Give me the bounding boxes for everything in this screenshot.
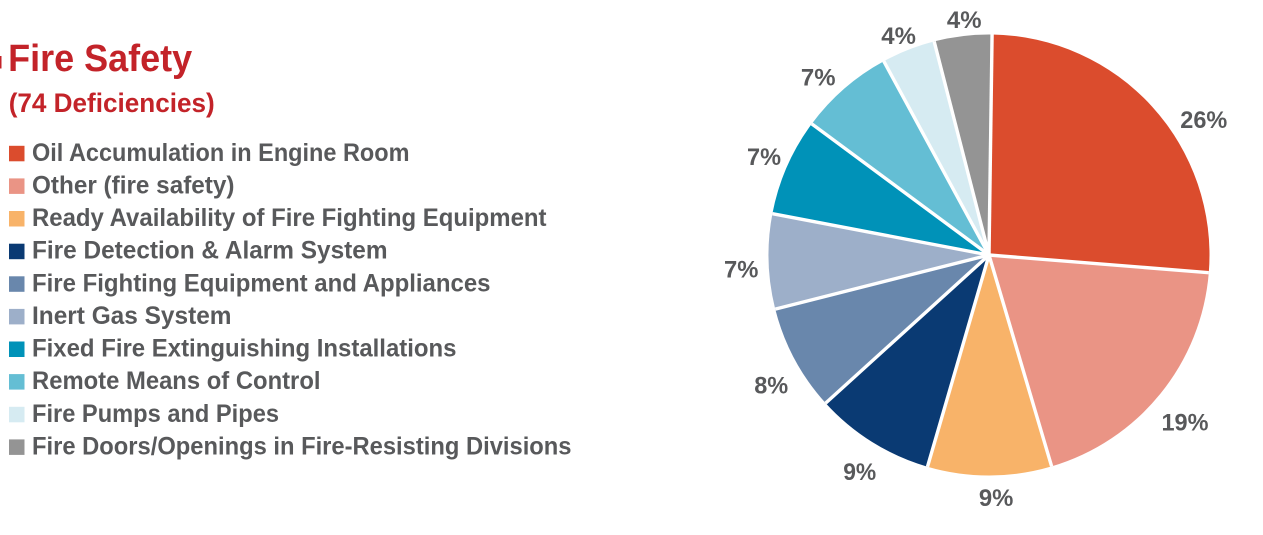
svg-text:(74 Deficiencies): (74 Deficiencies) xyxy=(9,88,215,118)
svg-text:Fire Fighting Equipment and Ap: Fire Fighting Equipment and Appliances xyxy=(32,269,491,297)
svg-text:7%: 7% xyxy=(801,64,836,91)
svg-text:9%: 9% xyxy=(979,485,1014,512)
svg-text:Fixed Fire Extinguishing Insta: Fixed Fire Extinguishing Installations xyxy=(32,335,457,363)
svg-text:Inert Gas System: Inert Gas System xyxy=(32,302,232,330)
svg-text:Ready Availability of Fire Fig: Ready Availability of Fire Fighting Equi… xyxy=(32,204,547,232)
svg-text:7%: 7% xyxy=(747,144,781,171)
svg-text:4%: 4% xyxy=(947,7,982,34)
svg-text:Other (fire safety): Other (fire safety) xyxy=(32,172,235,200)
svg-text:Fire Doors/Openings in Fire-Re: Fire Doors/Openings in Fire-Resisting Di… xyxy=(32,432,572,460)
svg-text:26%: 26% xyxy=(1180,107,1227,134)
svg-text:7%: 7% xyxy=(724,257,758,284)
svg-text:19%: 19% xyxy=(1162,410,1209,437)
svg-text:Fire Pumps and Pipes: Fire Pumps and Pipes xyxy=(32,400,279,428)
svg-text:Fire Safety: Fire Safety xyxy=(8,38,192,80)
svg-text:Oil Accumulation in Engine Roo: Oil Accumulation in Engine Room xyxy=(32,139,410,167)
svg-text:Fire Detection & Alarm System: Fire Detection & Alarm System xyxy=(32,237,388,265)
svg-text:4%: 4% xyxy=(881,23,916,50)
svg-text:8%: 8% xyxy=(754,373,788,400)
svg-text:9%: 9% xyxy=(843,459,876,486)
svg-text:Remote Means of Control: Remote Means of Control xyxy=(32,367,321,395)
